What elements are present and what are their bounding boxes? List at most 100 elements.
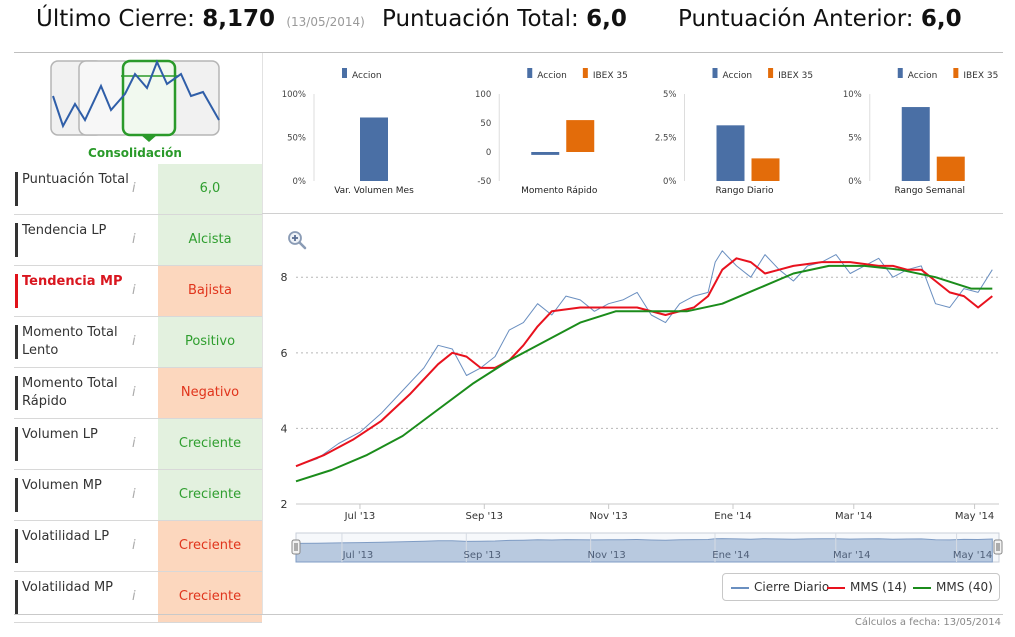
mini-chart-title: Momento Rápido [521,186,598,196]
navigator-handle[interactable] [993,539,1003,555]
mini-tick-label: 0% [293,177,307,187]
mini-tick-label: 100% [282,90,306,100]
mini-tick-label: 50% [287,134,306,144]
x-tick-label: Jul '13 [344,511,376,522]
legend-label: MMS (40) [936,580,993,594]
factor-label: Momento Total Rápido [22,376,118,409]
mini-legend-swatch [953,68,959,78]
mini-legend-label: Accion [908,71,938,81]
factor-marker [15,223,18,257]
footer-divider [14,614,1003,615]
info-icon[interactable]: i [132,334,136,349]
mini-tick-label: 5% [663,90,677,100]
factor-marker [15,376,18,410]
consolidation-pattern-icon [50,59,220,142]
factor-label: Volatilidad MP [22,580,114,595]
mini-chart: Accion IBEX 35 10% 5% 0% Rango Semanal [843,68,998,196]
factor-value: 6,0 [158,164,262,214]
mini-legend-label: IBEX 35 [778,71,813,81]
mini-bar [531,152,560,155]
mini-charts: Accion 100% 50% 0% Var. Volumen Mes Accion IBE… [282,68,998,196]
mini-bar [566,120,595,152]
mini-tick-label: 0 [486,148,491,158]
info-icon[interactable]: i [132,487,136,502]
navigator-label: Sep '13 [464,550,502,561]
factor-row: Momento Total Rápido i Negativo [14,368,262,419]
mini-legend-label: IBEX 35 [593,71,628,81]
previous-score-value: 6,0 [920,6,962,32]
y-tick-label: 6 [281,347,288,360]
factor-row: Tendencia MP i Bajista [14,266,262,317]
mini-bar [901,107,930,181]
pattern-label: Consolidación [88,146,182,160]
factor-marker [15,478,18,512]
factor-value: Creciente [158,521,262,571]
y-tick-label: 4 [281,422,288,435]
info-icon[interactable]: i [132,181,136,196]
factor-value: Bajista [158,266,262,316]
mini-chart-title: Rango Diario [715,186,774,196]
factor-marker [15,529,18,563]
navigator-label: Nov '13 [588,550,626,561]
factor-label: Volumen MP [22,478,102,493]
chart-legend: Cierre Diario MMS (14) MMS (40) [722,573,1000,601]
mini-tick-label: 100 [475,90,491,100]
navigator-label: Jul '13 [342,550,374,561]
factor-label: Tendencia MP [22,274,123,289]
mini-bar [360,117,388,181]
total-score-label: Puntuación Total: [382,6,579,32]
zoom-in-icon[interactable] [287,230,307,250]
price-chart[interactable]: 8 6 4 2 Jul '13 Sep '13 Nov '13 Ene '14 Mar '14 M… [262,222,1003,612]
info-icon[interactable]: i [132,436,136,451]
navigator-label: Ene '14 [712,550,749,561]
legend-item-mms40[interactable]: MMS (40) [913,580,993,594]
mini-bar [936,156,965,181]
series-line [295,257,993,468]
factor-value: Creciente [158,419,262,469]
mini-tick-label: 50 [480,119,491,129]
factor-row: Volatilidad MP i Creciente [14,572,262,623]
last-close-date: (13/05/2014) [286,15,365,29]
navigator-handle[interactable] [291,539,301,555]
column-divider [262,53,263,614]
mini-tick-label: 5% [848,134,862,144]
legend-swatch [731,586,749,589]
series-line [295,264,993,483]
legend-label: Cierre Diario [754,580,830,594]
factor-label: Volumen LP [22,427,98,442]
factor-label: Puntuación Total [22,172,129,187]
mini-legend-label: Accion [352,71,382,81]
factor-marker [15,325,18,359]
factor-value: Positivo [158,317,262,367]
mini-legend-label: Accion [537,71,567,81]
mini-chart: Accion IBEX 35 100 50 0 -50 Momento Rápido [475,68,628,196]
info-icon[interactable]: i [132,385,136,400]
legend-item-cierre[interactable]: Cierre Diario [731,580,829,594]
navigator-label: May '14 [953,550,992,561]
info-icon[interactable]: i [132,283,136,298]
mini-bar [716,125,745,181]
factor-label: Volatilidad LP [22,529,110,544]
mini-chart-title: Var. Volumen Mes [334,186,414,196]
total-score-value: 6,0 [586,6,627,32]
mini-chart: Accion 100% 50% 0% Var. Volumen Mes [282,68,414,196]
mini-tick-label: 2.5% [655,134,677,144]
factor-row: Volumen LP i Creciente [14,419,262,470]
info-icon[interactable]: i [132,538,136,553]
mini-chart-title: Rango Semanal [894,186,965,196]
previous-score: Puntuación Anterior: 6,0 [678,6,962,32]
mini-tick-label: 10% [843,90,862,100]
navigator-label: Mar '14 [833,550,871,561]
factor-value: Creciente [158,470,262,520]
info-icon[interactable]: i [132,232,136,247]
x-tick-label: Sep '13 [466,511,504,522]
info-icon[interactable]: i [132,589,136,604]
mini-legend-swatch [527,68,533,78]
x-tick-label: Ene '14 [714,511,751,522]
navigator-area [295,538,993,563]
legend-item-mms14[interactable]: MMS (14) [827,580,907,594]
range-navigator[interactable]: Jul '13 Sep '13 Nov '13 Ene '14 Mar '14 May '… [291,532,1003,563]
last-close-label: Último Cierre: [36,6,195,32]
last-close: Último Cierre: 8,170 (13/05/2014) [36,6,365,32]
factor-row: Puntuación Total i 6,0 [14,164,262,215]
